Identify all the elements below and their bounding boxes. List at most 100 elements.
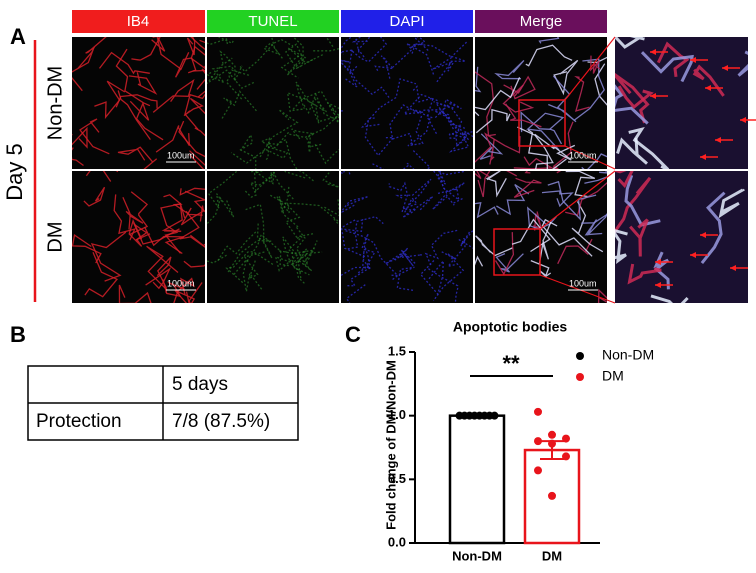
vessel (617, 85, 654, 110)
vessel (447, 41, 468, 72)
vessel (615, 72, 650, 124)
panel-label: B (10, 322, 26, 347)
vessel (122, 196, 144, 230)
vessel (437, 171, 460, 202)
vessel (494, 60, 525, 80)
zoom-line (564, 145, 616, 170)
vessel (221, 90, 258, 119)
vessel (274, 250, 308, 272)
vessel (102, 171, 119, 182)
data-point (562, 434, 570, 443)
y-tick-label: 0.5 (388, 471, 406, 486)
vessel (361, 247, 371, 270)
micrograph (475, 171, 607, 303)
channel-header (207, 10, 339, 33)
vessel (287, 236, 310, 276)
vessel (553, 59, 579, 96)
vessel (511, 218, 551, 253)
panel-label: C (345, 322, 361, 347)
vessel (574, 75, 590, 112)
vessel (615, 84, 649, 125)
vessel (113, 194, 136, 241)
vessel (307, 137, 322, 153)
vessel (513, 177, 542, 199)
vessel (219, 50, 243, 82)
vessel (485, 171, 507, 198)
channel-header (72, 10, 205, 33)
vessel (594, 63, 607, 106)
vessel (284, 171, 306, 179)
vessel (233, 259, 264, 292)
vessel (434, 98, 462, 119)
vessel (395, 178, 432, 205)
vessel (291, 128, 316, 144)
vessel (161, 202, 186, 232)
vessel (160, 203, 182, 254)
vessel (434, 110, 466, 130)
vessel (392, 266, 415, 291)
y-tick-label: 0.0 (388, 534, 406, 549)
vessel (402, 93, 440, 119)
texture (207, 37, 339, 169)
vessel (151, 37, 190, 71)
micrograph (615, 37, 748, 169)
legend-marker (576, 352, 584, 360)
micrograph (72, 37, 205, 169)
arrow-head (655, 259, 661, 265)
vessel (650, 294, 689, 303)
vessel (128, 72, 158, 95)
vessel (72, 147, 84, 167)
vessel (402, 195, 434, 218)
vessel (475, 66, 482, 93)
table-cell: 7/8 (87.5%) (172, 411, 270, 432)
vessel (83, 186, 106, 207)
texture (475, 171, 607, 303)
micrograph-bg (207, 171, 339, 303)
vessel (615, 37, 645, 49)
vessel (428, 268, 459, 303)
scale-bar-label: 100um (167, 278, 195, 288)
texture (615, 37, 748, 169)
vessel (479, 133, 504, 160)
vessel (313, 48, 339, 52)
vessel (314, 143, 339, 165)
vessel (72, 126, 88, 149)
scale-bar-label: 100um (569, 278, 597, 288)
micrograph (72, 171, 205, 303)
channel-title: Merge (520, 13, 563, 30)
chart-title: Apoptotic bodies (453, 319, 568, 335)
channel-header (341, 10, 473, 33)
vessel (295, 81, 327, 113)
vessel (118, 284, 152, 303)
zoom-box (518, 99, 566, 147)
vessel (292, 37, 314, 70)
vessel (615, 171, 634, 189)
vessel (571, 201, 604, 253)
vessel (184, 93, 205, 130)
vessel (216, 231, 257, 263)
vessel (505, 103, 542, 128)
vessel (436, 171, 464, 185)
vessel (85, 37, 107, 54)
vessel (84, 252, 119, 298)
x-tick-label: Non-DM (452, 548, 502, 563)
vessel (278, 186, 300, 229)
vessel (98, 51, 150, 75)
arrow-head (690, 252, 696, 258)
vessel (259, 109, 299, 158)
panel-label: A (10, 24, 26, 49)
vessel (628, 126, 670, 169)
vessel (448, 132, 470, 141)
vessel (584, 171, 607, 184)
scale-bar-label: 100um (167, 150, 195, 160)
vessel (146, 245, 179, 291)
vessel (155, 125, 191, 153)
legend-marker (576, 373, 584, 381)
vessel (194, 127, 205, 137)
vessel (72, 48, 95, 92)
zoom-line (564, 36, 616, 101)
vessel (615, 176, 652, 234)
arrow-head (650, 49, 656, 55)
